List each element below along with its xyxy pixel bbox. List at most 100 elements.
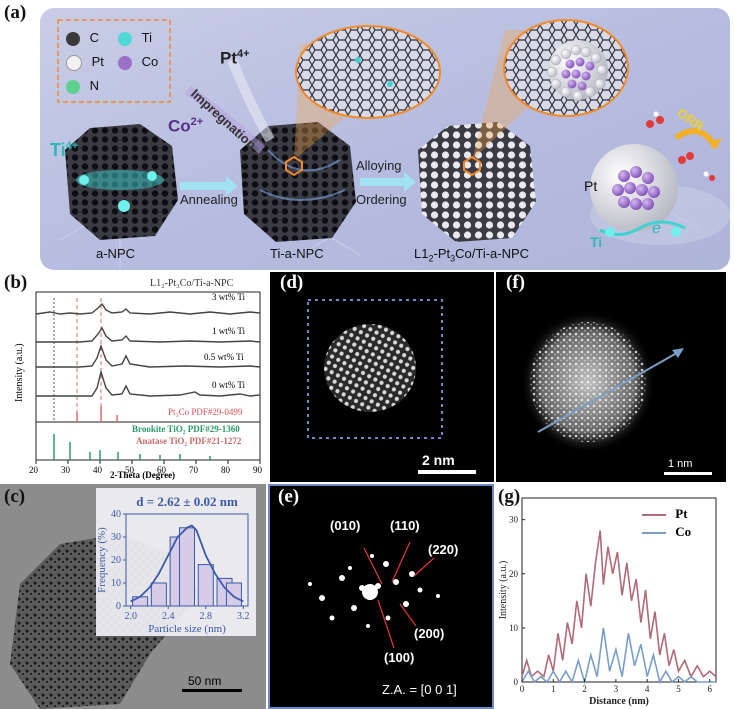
panel-b-label: (b) — [4, 272, 28, 293]
a-npc-sphere — [65, 124, 178, 240]
fft-pattern — [308, 541, 440, 649]
panel-e: (e) (010) (110) (220) (200) (100) Z.A. =… — [268, 484, 494, 709]
xrd-curve-label: 0 wt% Ti — [212, 380, 246, 390]
panel-c: (c) 50 nm d = 2.62 ± 0.02 nm 2.0 2.4 2.8 3.2… — [0, 484, 266, 709]
sample-a-npc-label: a-NPC — [96, 246, 136, 261]
panel-f: (f) 1 nm — [496, 272, 726, 482]
xrd-curve-label: 0.5 wt% Ti — [204, 352, 244, 362]
profile-xtick-label: 2 — [582, 684, 587, 694]
panel-a-label: (a) — [4, 2, 27, 23]
profile-ytick-label: 10 — [509, 623, 519, 633]
profile-xtick-label: 0 — [520, 684, 525, 694]
c-atom-icon — [66, 31, 80, 46]
xrd-curve-label: 3 wt% Ti — [212, 292, 246, 302]
profile-series-co — [521, 627, 716, 686]
profile-xtick-label: 6 — [707, 684, 712, 694]
co-line-swatch — [642, 532, 666, 535]
xrd-ylabel: Intensity (a.u.) — [14, 343, 25, 402]
f-scalebar-label: 1 nm — [668, 458, 693, 470]
hist-bar — [197, 564, 214, 607]
panel-d: (d) 2 nm — [270, 272, 494, 482]
fft-spot-label: (110) — [390, 518, 420, 533]
panel-c-label: (c) — [4, 486, 26, 507]
hist-ytick-label: 0 — [116, 601, 121, 612]
annealing-label: Annealing — [180, 192, 238, 207]
haadf-image — [307, 299, 476, 474]
profile-frame — [521, 497, 717, 683]
hist-xtick-label: 2.8 — [200, 611, 213, 622]
fft-spot-label: (200) — [414, 626, 445, 641]
legend-c: C — [66, 30, 99, 46]
hist-ytick-label: 30 — [111, 532, 121, 543]
hist-title: d = 2.62 ± 0.02 nm — [136, 494, 238, 509]
zoom-e-label: e — [652, 220, 661, 237]
pt-line-swatch — [642, 514, 666, 517]
hist-xtick-label: 2.4 — [162, 611, 175, 622]
legend-co: Co — [118, 54, 158, 70]
panel-f-label: (f) — [506, 272, 525, 293]
legend-n: N — [66, 78, 99, 94]
profile-ylabel: Intensity (a.u.) — [498, 561, 509, 620]
xrd-curve-label: 1 wt% Ti — [212, 326, 246, 336]
zoom-ti-label: Ti — [590, 234, 603, 250]
profile-series-pt — [521, 530, 717, 679]
panel-b: (b) L1₂-Pt₃Co/Ti-a-NPC 3 wt% — [0, 272, 268, 482]
hist-bar — [178, 527, 196, 607]
panel-d-label: (d) — [280, 272, 304, 293]
n-atom-icon — [66, 79, 80, 94]
legend-ti: Ti — [118, 30, 152, 46]
fft-spot-label: (010) — [330, 518, 361, 533]
hist-xtick-label: 3.2 — [237, 611, 250, 622]
legend-pt: Pt — [66, 54, 104, 71]
fft-spot-label: (220) — [428, 542, 459, 557]
eds-mapping-image — [520, 310, 712, 475]
alloying-label: Alloying — [356, 158, 402, 173]
co-ion-label: Co2+ — [168, 116, 204, 136]
sample-pt3co-label: L12-Pt3Co/Ti-a-NPC — [414, 246, 530, 264]
panel-e-label: (e) — [278, 486, 300, 507]
profile-xtick-label: 1 — [551, 684, 556, 694]
legend-pt-item: Pt — [642, 506, 688, 522]
zoom-pt-label: Pt — [584, 178, 598, 194]
pt3co-sphere — [418, 122, 536, 242]
c-scalebar-label: 50 nm — [188, 674, 222, 688]
hist-ytick-label: 40 — [111, 509, 121, 520]
ti-ion-label: Ti4+ — [50, 140, 79, 160]
hist-fit-curve — [130, 524, 244, 603]
hist-xtick-label: 2.0 — [124, 611, 137, 622]
profile-xtick-label: 4 — [645, 684, 650, 694]
legend-co-item: Co — [642, 524, 691, 540]
xrd-ref-label: Anatase TiO₂ PDF#21-1272 — [136, 436, 242, 446]
schematic-illustration — [40, 8, 730, 270]
xrd-chart — [35, 291, 261, 464]
xrd-ref-label: Pt₃Co PDF#29-0499 — [168, 407, 243, 417]
ti-atom-icon — [118, 31, 132, 46]
xrd-xlabel: 2-Theta (Degree) — [110, 470, 176, 480]
pt-ion-label: Pt4+ — [220, 48, 250, 68]
profile-xtick-label: 5 — [676, 684, 681, 694]
xrd-title: L1₂-Pt₃Co/Ti-a-NPC — [150, 278, 234, 289]
hist-xlabel: Particle size (nm) — [148, 623, 226, 635]
pt-atom-icon — [66, 54, 82, 71]
zone-axis-label: Z.A. = [0 0 1] — [382, 682, 457, 697]
xrd-ref-label: Brookite TiO₂ PDF#29-1360 — [132, 424, 240, 434]
panel-g-label: (g) — [498, 486, 521, 507]
profile-ytick-label: 0 — [514, 677, 519, 687]
ti-a-npc-sphere — [240, 122, 356, 242]
profile-ytick-label: 30 — [509, 515, 519, 525]
profile-xtick-label: 3 — [614, 684, 619, 694]
hist-ytick-label: 10 — [111, 578, 121, 589]
hist-ytick-label: 20 — [111, 555, 121, 566]
profile-ytick-label: 20 — [509, 569, 519, 579]
size-distribution-chart: d = 2.62 ± 0.02 nm 2.0 2.4 2.8 3.2 0 10 20 30 40 P… — [96, 488, 256, 636]
d-scalebar-label: 2 nm — [422, 452, 455, 468]
panel-a: (a) — [0, 0, 734, 270]
hist-bar — [225, 582, 242, 607]
orr-particle — [590, 111, 730, 245]
sample-ti-a-npc-label: Ti-a-NPC — [270, 246, 324, 261]
profile-xlabel: Distance (nm) — [589, 696, 649, 707]
fft-spot-label: (100) — [384, 650, 415, 665]
panel-g: (g) 0 1 2 3 4 5 6 0 10 20 30 Distance (nm) Intensity… — [496, 484, 734, 709]
line-profile-chart: 0 1 2 3 4 5 6 0 10 20 30 Distance (nm) Intensity (a.… — [498, 497, 717, 707]
ordering-label: Ordering — [356, 192, 407, 207]
